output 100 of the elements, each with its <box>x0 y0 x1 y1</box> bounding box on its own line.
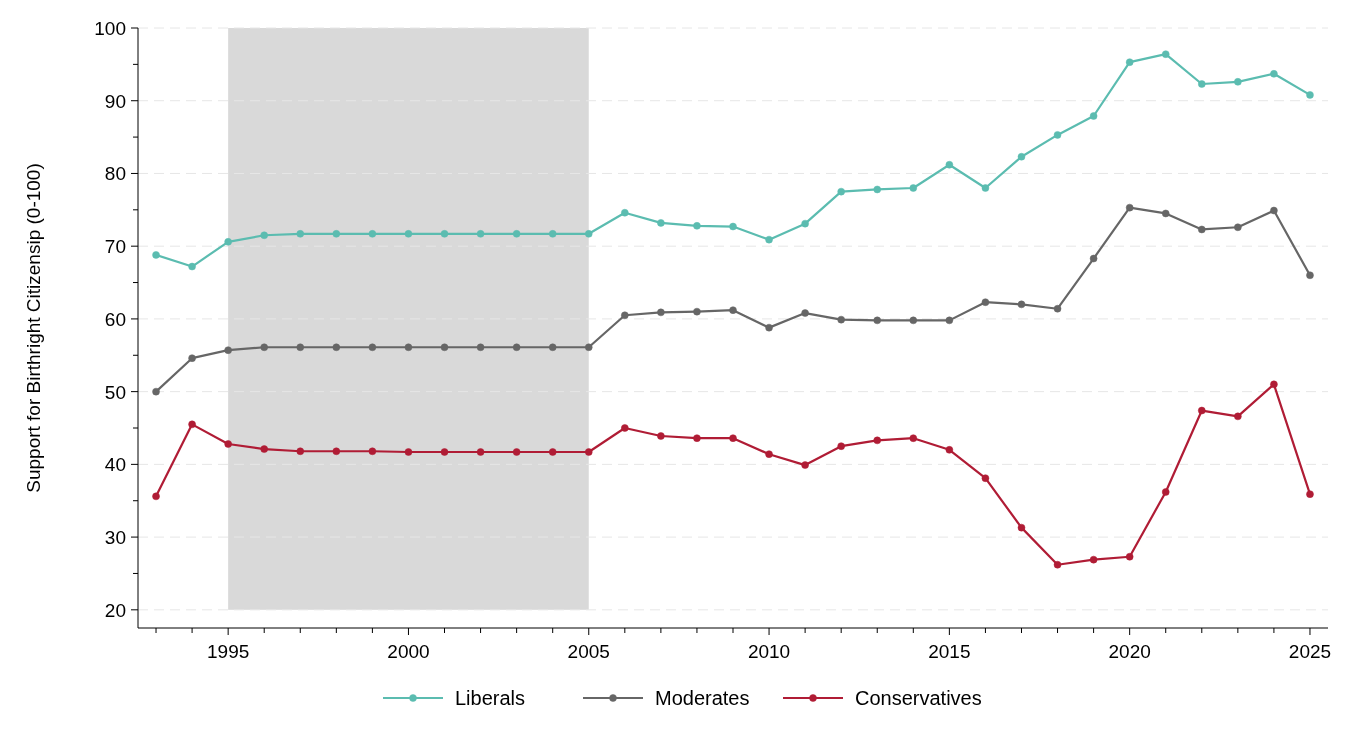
point <box>693 307 701 316</box>
point <box>1270 206 1278 215</box>
point <box>1053 304 1062 313</box>
point <box>1198 80 1206 88</box>
point <box>909 316 918 325</box>
point <box>1089 112 1098 120</box>
point <box>801 461 809 469</box>
point <box>621 311 629 320</box>
point <box>873 185 881 194</box>
point <box>296 343 305 352</box>
point <box>1306 490 1314 498</box>
point <box>1089 254 1098 263</box>
point <box>693 222 701 230</box>
y-tick-label: 70 <box>104 236 126 258</box>
point <box>224 346 232 354</box>
point <box>188 262 196 271</box>
point <box>585 448 593 456</box>
point <box>981 474 990 482</box>
point <box>224 440 232 448</box>
x-tick-label: 1995 <box>207 641 250 662</box>
point <box>152 492 160 501</box>
x-tick-label: 2010 <box>747 641 791 662</box>
point <box>1161 50 1170 58</box>
point <box>152 387 160 396</box>
point <box>296 447 305 456</box>
point <box>1161 488 1170 496</box>
point <box>945 316 954 325</box>
point <box>1053 560 1062 569</box>
point <box>368 343 377 352</box>
legend-label: Liberals <box>455 687 526 709</box>
point <box>1234 78 1242 86</box>
point <box>621 424 629 432</box>
point <box>512 343 521 352</box>
point <box>332 230 341 238</box>
point <box>981 184 990 192</box>
x-tick-label: 2015 <box>928 641 971 662</box>
legend-label: Moderates <box>655 687 750 709</box>
point <box>837 315 845 324</box>
point <box>909 184 918 192</box>
y-tick-label: 60 <box>104 308 126 330</box>
point <box>1270 380 1278 389</box>
point <box>1125 203 1134 212</box>
point <box>1017 300 1026 309</box>
point <box>945 446 954 454</box>
point <box>765 450 773 458</box>
point <box>585 343 593 352</box>
point <box>152 251 160 259</box>
y-tick-label: 100 <box>94 18 126 39</box>
point <box>621 208 629 217</box>
y-tick-label: 80 <box>104 163 126 185</box>
point <box>945 160 954 169</box>
y-tick-label: 30 <box>104 527 126 549</box>
legend-label: Conservatives <box>855 687 982 709</box>
point <box>1017 523 1026 532</box>
point <box>981 298 990 306</box>
point <box>837 442 845 450</box>
point <box>765 235 773 244</box>
point <box>440 448 449 456</box>
point <box>224 238 232 246</box>
point <box>693 434 701 442</box>
point <box>332 343 341 352</box>
point <box>1198 406 1206 415</box>
point <box>765 323 773 332</box>
point <box>1161 209 1170 218</box>
point <box>332 447 341 456</box>
point <box>476 343 485 352</box>
y-axis-title: Support for Birthright Citizensip (0-100) <box>23 163 44 493</box>
point <box>512 448 521 456</box>
x-tick-label: 2025 <box>1288 641 1332 662</box>
point <box>729 434 737 442</box>
point <box>1089 555 1098 564</box>
point <box>440 343 449 352</box>
point <box>404 448 413 456</box>
point <box>188 420 196 429</box>
point <box>548 343 557 352</box>
point <box>1017 152 1026 161</box>
point <box>873 316 881 325</box>
point <box>729 222 737 231</box>
point <box>188 354 196 362</box>
point <box>548 230 557 238</box>
point <box>1053 131 1062 139</box>
point <box>512 230 521 238</box>
point <box>1125 58 1134 66</box>
point <box>729 306 737 314</box>
point <box>657 432 665 440</box>
x-tick-label: 2020 <box>1108 641 1151 662</box>
point <box>873 436 881 445</box>
point <box>1125 552 1134 561</box>
point <box>476 448 485 456</box>
point <box>657 308 665 317</box>
x-tick-label: 2005 <box>567 641 610 662</box>
point <box>801 219 809 228</box>
point <box>404 343 413 352</box>
y-tick-label: 40 <box>104 454 126 476</box>
point <box>657 219 665 227</box>
point <box>1306 271 1314 280</box>
point <box>1270 70 1278 78</box>
point <box>368 230 377 238</box>
point <box>585 230 593 238</box>
point <box>1234 223 1242 232</box>
